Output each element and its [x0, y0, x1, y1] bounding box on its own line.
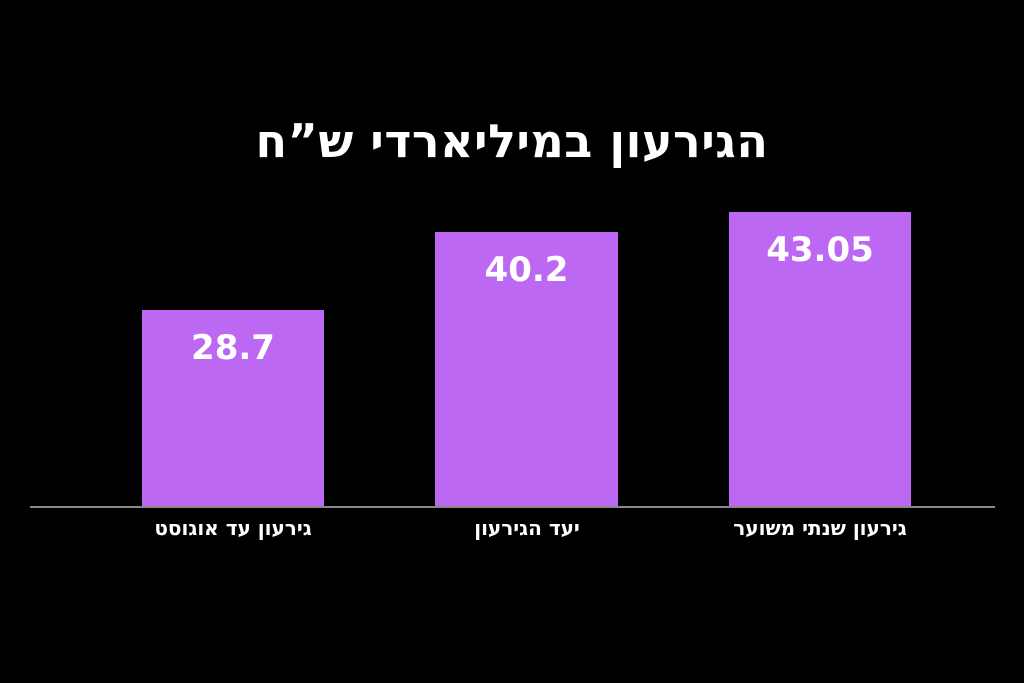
- bar-value-deficit-target: 40.2: [484, 250, 569, 290]
- bar-value-estimated-annual-deficit: 43.05: [766, 230, 874, 270]
- x-axis-label-estimated-annual-deficit: גירעון שנתי משוער: [733, 516, 907, 540]
- chart-title: הגירעון במיליארדי ש”ח: [255, 114, 769, 168]
- bar-estimated-annual-deficit: 43.05: [729, 212, 911, 507]
- bar-value-deficit-until-august: 28.7: [191, 328, 275, 368]
- bar-deficit-target: 40.2: [435, 232, 618, 507]
- x-axis-label-deficit-target: יעד הגירעון: [474, 516, 580, 540]
- x-axis-label-deficit-until-august: גירעון עד אוגוסט: [154, 516, 312, 540]
- x-axis-line: [30, 506, 995, 508]
- bar-deficit-until-august: 28.7: [142, 310, 324, 507]
